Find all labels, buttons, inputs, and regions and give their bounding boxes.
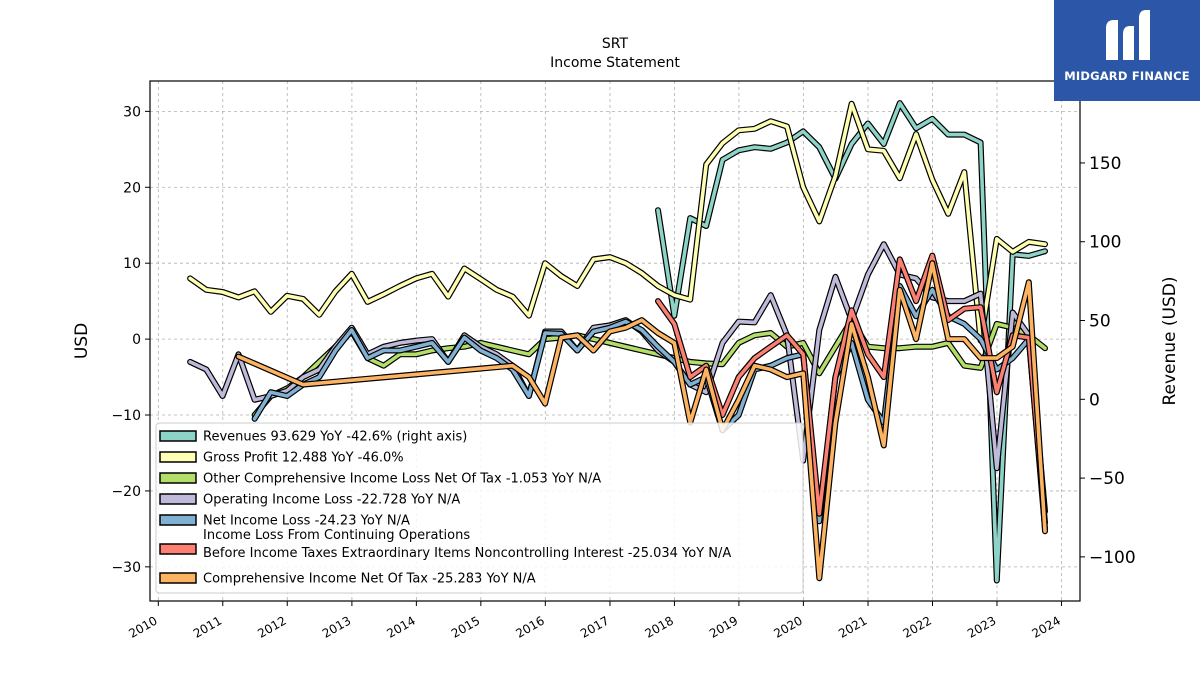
legend-swatch-6 bbox=[159, 572, 197, 584]
series-line-2 bbox=[252, 318, 1047, 417]
legend-swatch-3 bbox=[159, 493, 197, 505]
series-lines bbox=[187, 100, 1048, 584]
y-tick-label: −20 bbox=[111, 484, 141, 500]
y2-tick-label: 0 bbox=[1089, 390, 1100, 410]
y2-tick-label: −50 bbox=[1089, 469, 1125, 489]
legend-label-2: Other Comprehensive Income Loss Net Of T… bbox=[203, 472, 601, 487]
y-tick-label: 0 bbox=[132, 332, 141, 348]
y-tick-label: 30 bbox=[123, 104, 141, 120]
legend-swatch-5 bbox=[159, 543, 197, 555]
legend-swatch-2 bbox=[159, 472, 197, 484]
series-line-5 bbox=[656, 253, 1047, 531]
y-tick-label: 20 bbox=[123, 180, 141, 196]
y-axis-label: USD bbox=[72, 323, 92, 359]
legend: Revenues 93.629 YoY -42.6% (right axis) G… bbox=[155, 422, 804, 594]
legend-swatch-1 bbox=[159, 451, 197, 463]
series-line-6 bbox=[236, 261, 1047, 581]
brand-name: MIDGARD FINANCE bbox=[1064, 69, 1190, 83]
legend-label-3: Operating Income Loss -22.728 YoY N/A bbox=[203, 493, 460, 508]
series-line-0 bbox=[656, 101, 1047, 583]
series-line-1 bbox=[188, 102, 1047, 343]
legend-label-0: Revenues 93.629 YoY -42.6% (right axis) bbox=[203, 430, 467, 445]
y2-axis-label: Revenue (USD) bbox=[1160, 276, 1180, 405]
chart-subtitle: Income Statement bbox=[550, 55, 680, 71]
legend-label-line: Before Income Taxes Extraordinary Items … bbox=[203, 546, 731, 561]
y2-tick-label: 100 bbox=[1089, 233, 1121, 253]
y2-tick-label: 50 bbox=[1089, 312, 1111, 332]
chart-title: SRT bbox=[602, 36, 629, 52]
plot-frame bbox=[149, 80, 1081, 602]
series-line-4 bbox=[252, 284, 1047, 525]
legend-box bbox=[155, 422, 804, 594]
y-tick-label: 10 bbox=[123, 256, 141, 272]
y-tick-label: −30 bbox=[111, 560, 141, 576]
y2-tick-label: −100 bbox=[1089, 548, 1136, 568]
legend-swatch-4 bbox=[159, 514, 197, 526]
legend-label-5: Income Loss From Continuing Operations Be… bbox=[203, 528, 731, 561]
brand-mark-icon bbox=[1106, 10, 1150, 60]
y-tick-label: −10 bbox=[111, 408, 141, 424]
legend-label-1: Gross Profit 12.488 YoY -46.0% bbox=[203, 451, 404, 466]
legend-label-4: Net Income Loss -24.23 YoY N/A bbox=[203, 514, 410, 529]
legend-label-6: Comprehensive Income Net Of Tax -25.283 … bbox=[203, 572, 536, 587]
y2-tick-label: 150 bbox=[1089, 154, 1121, 174]
brand-logo: MIDGARD FINANCE bbox=[1054, 0, 1200, 101]
legend-label-line: Income Loss From Continuing Operations bbox=[203, 528, 470, 543]
legend-swatch-0 bbox=[159, 430, 197, 442]
